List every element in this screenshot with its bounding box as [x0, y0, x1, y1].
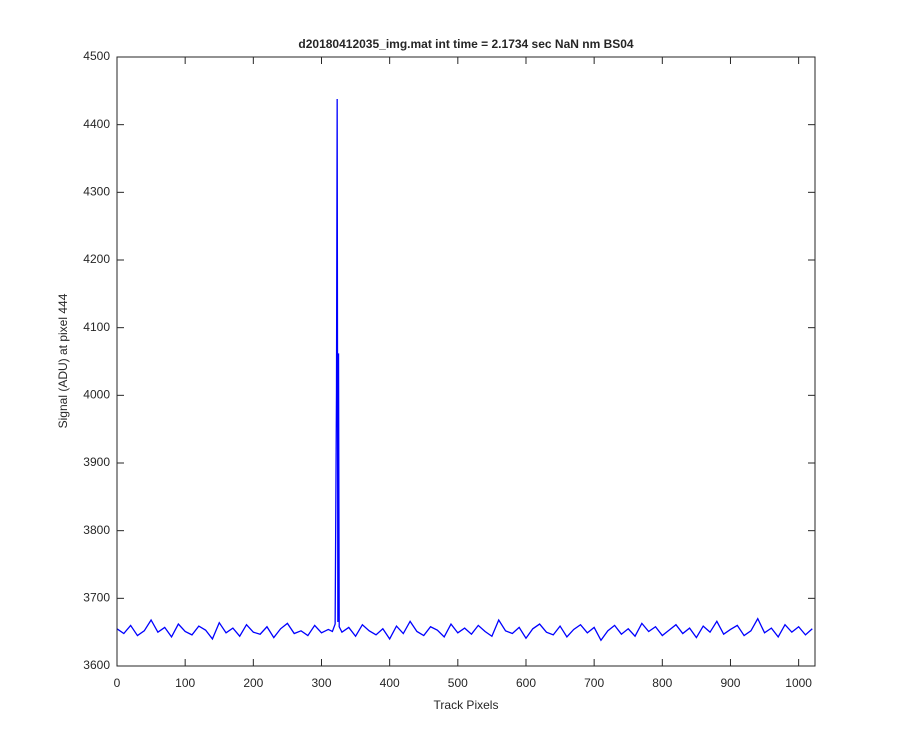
- y-tick-label: 4100: [83, 320, 110, 334]
- x-tick-label: 400: [380, 676, 400, 690]
- y-tick-label: 4400: [83, 117, 110, 131]
- x-axis-label: Track Pixels: [434, 698, 499, 712]
- y-tick-label: 4300: [83, 185, 110, 199]
- x-tick-label: 600: [516, 676, 536, 690]
- y-tick-label: 3600: [83, 658, 110, 672]
- plot-frame: [116, 56, 816, 667]
- y-tick-label: 4500: [83, 49, 110, 63]
- y-tick-label: 4000: [83, 388, 110, 402]
- x-tick-label: 900: [720, 676, 740, 690]
- x-tick-label: 0: [114, 676, 121, 690]
- y-tick-label: 3900: [83, 455, 110, 469]
- x-tick-label: 700: [584, 676, 604, 690]
- chart-title: d20180412035_img.mat int time = 2.1734 s…: [298, 37, 634, 51]
- x-tick-label: 300: [311, 676, 331, 690]
- x-tick-label: 800: [652, 676, 672, 690]
- data-line: [116, 98, 813, 642]
- y-axis-label: Signal (ADU) at pixel 444: [56, 293, 70, 428]
- x-tick-label: 500: [448, 676, 468, 690]
- y-tick-label: 3800: [83, 523, 110, 537]
- x-tick-label: 100: [175, 676, 195, 690]
- y-tick-label: 3700: [83, 591, 110, 605]
- x-tick-label: 200: [243, 676, 263, 690]
- x-tick-label: 1000: [785, 676, 812, 690]
- y-tick-label: 4200: [83, 252, 110, 266]
